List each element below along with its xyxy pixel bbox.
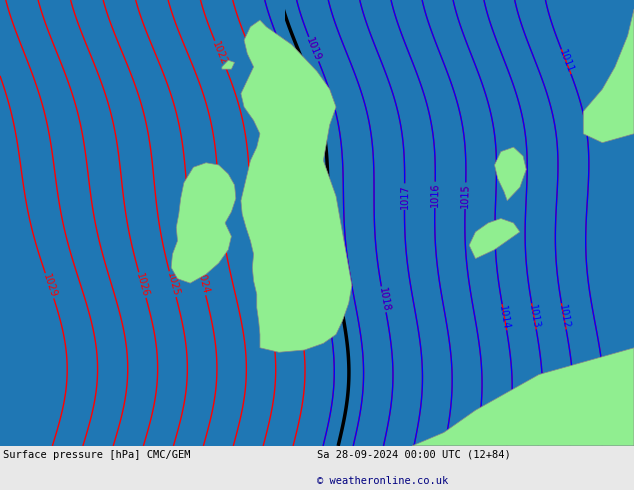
Text: 1023: 1023 bbox=[212, 172, 224, 197]
Text: 1021: 1021 bbox=[242, 39, 261, 66]
Text: 1018: 1018 bbox=[377, 287, 391, 312]
Point bbox=[0, 442, 5, 450]
Text: 1020: 1020 bbox=[273, 38, 292, 64]
Text: 1015: 1015 bbox=[460, 183, 470, 208]
Text: 1025: 1025 bbox=[165, 271, 181, 297]
Polygon shape bbox=[495, 147, 526, 201]
Polygon shape bbox=[0, 0, 456, 446]
Polygon shape bbox=[583, 9, 634, 143]
Text: Sa 28-09-2024 00:00 UTC (12+84): Sa 28-09-2024 00:00 UTC (12+84) bbox=[317, 450, 511, 460]
Text: 1017: 1017 bbox=[399, 184, 410, 209]
Text: 1022: 1022 bbox=[210, 40, 229, 67]
Text: 1019: 1019 bbox=[304, 36, 323, 62]
Polygon shape bbox=[241, 20, 352, 352]
Polygon shape bbox=[222, 60, 235, 69]
Polygon shape bbox=[171, 163, 236, 283]
Text: 1013: 1013 bbox=[527, 303, 541, 329]
Text: 1011: 1011 bbox=[557, 49, 575, 75]
Text: 1015: 1015 bbox=[460, 183, 470, 208]
Text: 1019: 1019 bbox=[304, 36, 323, 62]
Text: 1017: 1017 bbox=[399, 184, 410, 209]
Text: 1020: 1020 bbox=[273, 38, 292, 64]
Text: 1018: 1018 bbox=[377, 287, 391, 312]
Text: 1026: 1026 bbox=[134, 272, 150, 298]
Text: 1024: 1024 bbox=[195, 269, 210, 295]
Text: © weatheronline.co.uk: © weatheronline.co.uk bbox=[317, 476, 448, 486]
Polygon shape bbox=[412, 348, 634, 446]
Polygon shape bbox=[285, 0, 507, 446]
Text: Surface pressure [hPa] CMC/GEM: Surface pressure [hPa] CMC/GEM bbox=[3, 450, 191, 460]
Text: 1016: 1016 bbox=[430, 182, 440, 207]
Text: 1016: 1016 bbox=[430, 182, 440, 207]
Text: 1014: 1014 bbox=[498, 304, 512, 330]
Polygon shape bbox=[469, 219, 520, 259]
Text: 1012: 1012 bbox=[557, 303, 571, 329]
Polygon shape bbox=[412, 0, 634, 446]
Text: 1029: 1029 bbox=[41, 272, 58, 299]
